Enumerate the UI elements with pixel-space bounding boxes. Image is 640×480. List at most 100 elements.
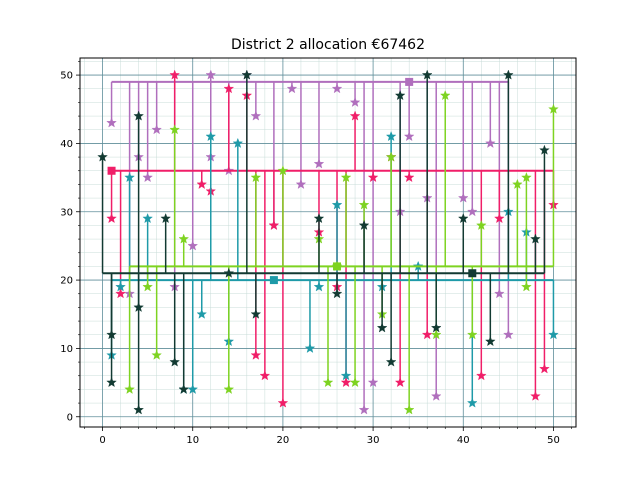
data-point (223, 267, 235, 278)
y-tick-label: 50 (60, 71, 73, 82)
data-point (250, 110, 262, 121)
data-point (331, 288, 343, 299)
plot-area: 0 10 20 30 40 50 0 10 20 30 40 50 (60, 57, 577, 446)
baseline-marker (405, 77, 414, 86)
data-point (286, 83, 298, 94)
data-point (403, 404, 415, 415)
data-point (196, 178, 208, 189)
data-point (331, 199, 343, 210)
x-tick-label: 50 (547, 435, 560, 446)
data-point (313, 213, 325, 224)
data-point (521, 172, 532, 183)
series-4 (97, 69, 550, 415)
data-point (106, 117, 117, 128)
data-point (466, 329, 478, 340)
data-point (476, 370, 487, 381)
data-point (106, 377, 117, 388)
data-point (376, 322, 388, 333)
data-point (485, 137, 496, 148)
data-point (169, 124, 180, 135)
data-point (250, 349, 262, 360)
data-point (151, 349, 162, 360)
data-point (340, 370, 352, 381)
data-point (358, 404, 370, 415)
data-point (385, 356, 397, 367)
data-point (268, 219, 280, 230)
data-point (349, 96, 361, 107)
data-point (124, 172, 135, 183)
data-point (503, 69, 514, 80)
data-point (349, 110, 361, 121)
y-tick-label: 0 (67, 412, 73, 423)
data-point (178, 383, 190, 394)
data-point (394, 90, 406, 101)
data-point (205, 131, 217, 142)
x-tick-label: 20 (277, 435, 290, 446)
data-point (494, 288, 505, 299)
data-point (142, 213, 153, 224)
y-axis: 0 10 20 30 40 50 (60, 61, 80, 423)
data-point (421, 69, 433, 80)
data-point (115, 288, 126, 299)
data-point (196, 308, 208, 319)
data-point (187, 383, 199, 394)
data-point (385, 151, 397, 162)
data-point (133, 404, 144, 415)
y-tick-label: 40 (60, 139, 73, 150)
data-point (466, 206, 478, 217)
data-point (160, 213, 171, 224)
x-tick-label: 10 (186, 435, 199, 446)
baseline-marker (269, 276, 278, 285)
data-point (322, 377, 334, 388)
series-3 (124, 90, 559, 415)
y-tick-label: 30 (60, 207, 73, 218)
data-point (367, 172, 379, 183)
data-point (304, 342, 316, 353)
data-point (548, 103, 559, 114)
data-point (97, 151, 108, 162)
data-point (358, 199, 370, 210)
data-point (494, 213, 505, 224)
data-point (151, 124, 162, 135)
y-tick-label: 10 (60, 344, 73, 355)
data-point (394, 377, 406, 388)
data-point (223, 83, 235, 94)
data-point (476, 219, 487, 230)
data-point (503, 329, 514, 340)
data-point (439, 90, 451, 101)
data-point (358, 219, 370, 230)
axes-frame (79, 57, 577, 428)
data-point (530, 390, 541, 401)
data-point (178, 233, 190, 244)
data-point (403, 131, 415, 142)
data-point (133, 110, 144, 121)
y-tick-label: 20 (60, 276, 73, 287)
data-point (466, 397, 478, 408)
series-0 (106, 69, 514, 415)
data-point (430, 390, 442, 401)
data-point (106, 329, 117, 340)
data-point (223, 383, 235, 394)
data-point (313, 158, 325, 169)
data-point (313, 281, 325, 292)
data-point (277, 397, 289, 408)
data-point (349, 377, 361, 388)
baseline-marker (468, 269, 477, 278)
data-point (169, 356, 180, 367)
data-point (250, 172, 262, 183)
data-point (421, 329, 433, 340)
x-tick-label: 40 (457, 435, 470, 446)
data-point (539, 363, 550, 374)
data-point (340, 377, 352, 388)
data-point (331, 83, 343, 94)
x-axis: 0 10 20 30 40 50 (84, 427, 572, 446)
data-point (539, 144, 550, 155)
data-point (430, 322, 442, 333)
x-tick-label: 30 (367, 435, 380, 446)
data-point (340, 172, 352, 183)
data-point (430, 329, 442, 340)
data-point (457, 213, 469, 224)
data-point (169, 69, 180, 80)
data-point (295, 178, 307, 189)
data-point (142, 172, 153, 183)
